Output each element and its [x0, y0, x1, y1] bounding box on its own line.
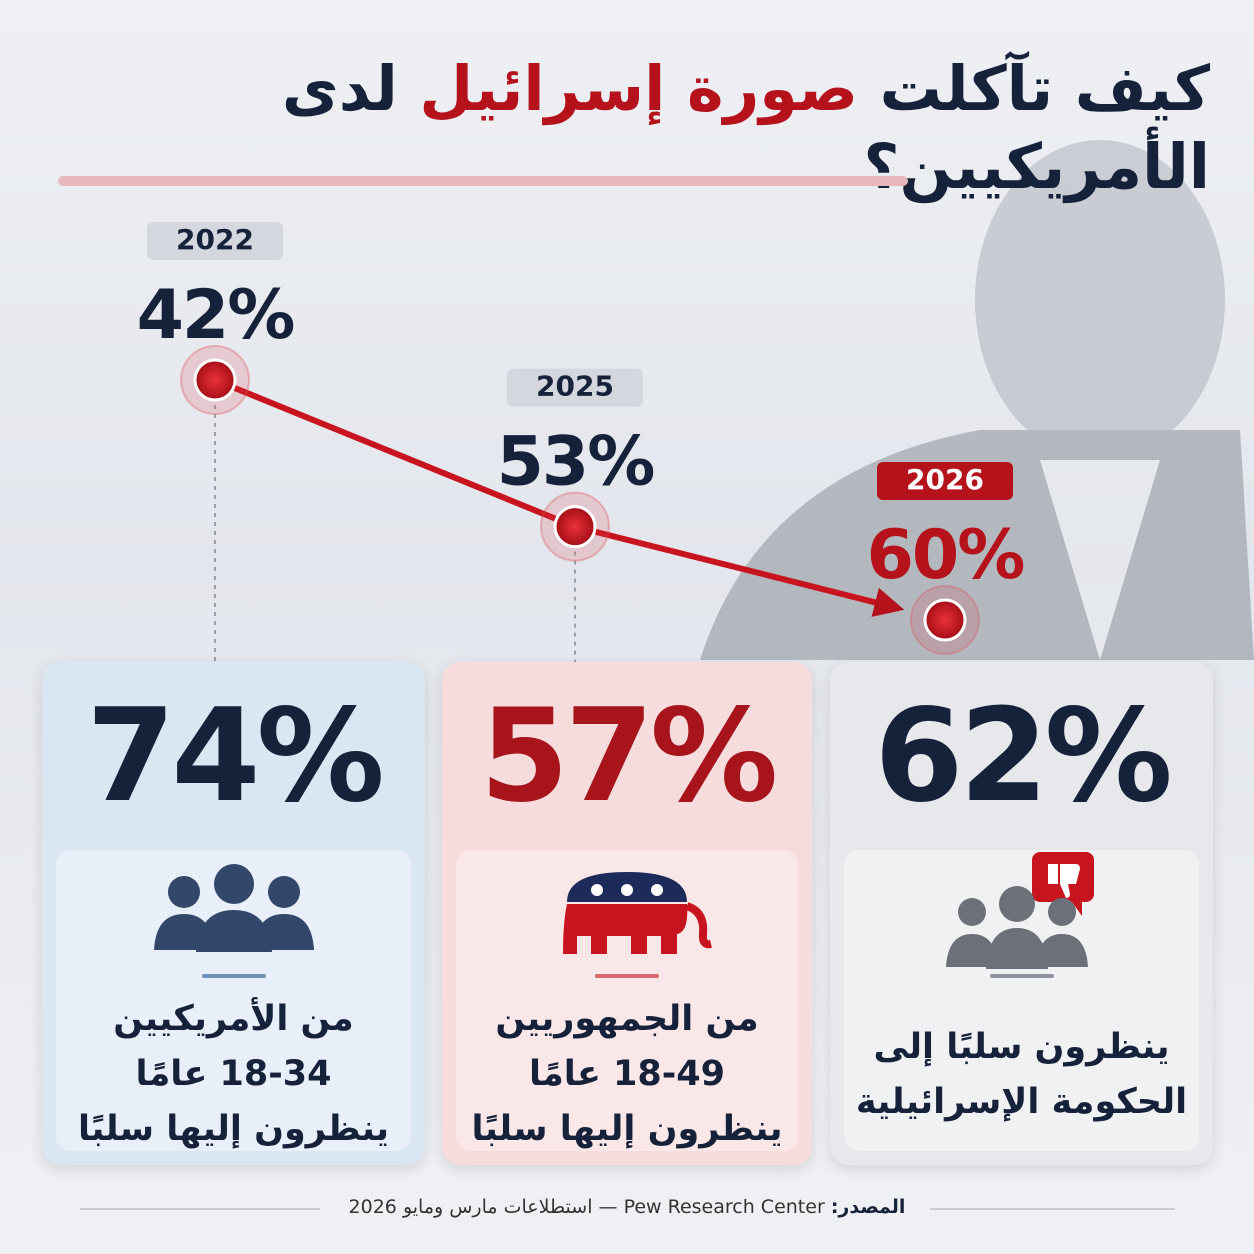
title-text: كيف تآكلت — [879, 52, 1211, 125]
source-rule — [80, 1208, 320, 1210]
card-line: 18-34 عامًا — [135, 1054, 332, 1094]
year-label: 2022 — [176, 223, 254, 256]
card-text: من الأمريكيين 18-34 عامًا ينظرون إليها سلب… — [42, 992, 425, 1157]
card-line: ينظرون سلبًا إلى — [873, 1027, 1170, 1067]
value-label: 60% — [867, 516, 1024, 595]
title-text: لدى الأمريكيين؟ — [281, 52, 1211, 203]
divider — [989, 974, 1054, 978]
stat-card: 74% من الأمريكيين 18-34 عامًا ينظرون إليها… — [42, 662, 425, 1165]
year-pill — [147, 222, 283, 260]
card-line: من الجمهوريين — [495, 999, 759, 1039]
source-rule — [930, 1208, 1175, 1210]
source-text: Pew Research Center — استطلاعات مارس وما… — [348, 1196, 825, 1218]
card-headline: 57% — [479, 682, 778, 831]
card-text: من الجمهوريين 18-49 عامًا ينظرون إليها سلب… — [442, 992, 812, 1157]
value-label: 42% — [137, 276, 294, 355]
card-line: ينظرون إليها سلبًا — [471, 1109, 783, 1149]
card-line: ينظرون إليها سلبًا — [77, 1109, 390, 1149]
divider — [595, 974, 659, 978]
stat-card: 62% ينظرون سلبًا إلى الحكومة الإسرائيلية — [830, 662, 1213, 1165]
title: كيف تآكلت صورة إسرائيل لدى الأمريكيين؟ — [40, 50, 1211, 205]
elephant-icon — [563, 872, 712, 954]
card-headline: 62% — [874, 682, 1172, 831]
card-line: من الأمريكيين — [113, 999, 354, 1039]
divider — [201, 974, 266, 978]
card-line: 18-49 عامًا — [528, 1054, 725, 1094]
year-label: 2026 — [906, 463, 984, 496]
data-point — [553, 505, 597, 549]
stat-card: 57% من الجمهوريين 18-49 عامًا ينظرون إليها… — [442, 662, 812, 1165]
source: المصدر: Pew Research Center — استطلاعات … — [0, 1196, 1254, 1218]
dislike-icon — [945, 852, 1094, 969]
card-headline: 74% — [86, 682, 384, 831]
data-point — [923, 598, 967, 642]
people-icon — [153, 864, 314, 952]
card-line: الحكومة الإسرائيلية — [855, 1082, 1188, 1122]
photo-silhouette — [700, 140, 1254, 660]
title-underline — [58, 176, 908, 186]
card-text: ينظرون سلبًا إلى الحكومة الإسرائيلية — [830, 1020, 1213, 1130]
title-highlight: صورة إسرائيل — [419, 52, 859, 125]
source-label: المصدر: — [830, 1196, 906, 1218]
year-pill — [507, 368, 643, 407]
year-pill — [877, 462, 1013, 500]
value-label: 53% — [497, 423, 654, 502]
data-point — [193, 358, 237, 402]
year-label: 2025 — [536, 370, 614, 403]
